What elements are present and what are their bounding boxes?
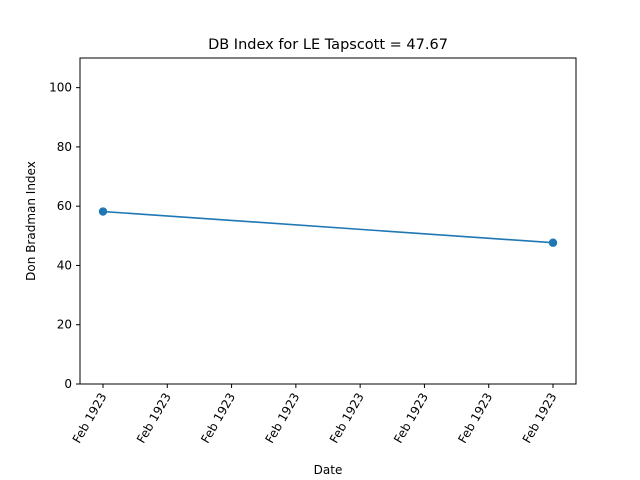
x-tick-label: Feb 1923 (520, 391, 560, 446)
x-tick-label: Feb 1923 (134, 391, 174, 446)
x-tick-label: Feb 1923 (391, 391, 431, 446)
data-point (98, 207, 108, 216)
y-tick-label: 0 (64, 377, 72, 391)
y-tick-label: 40 (57, 258, 72, 272)
y-tick-label: 60 (57, 199, 72, 213)
data-point (548, 238, 558, 247)
x-tick-label: Feb 1923 (455, 391, 495, 446)
plot-area: 0 20 40 60 80 100 Feb 1923 Feb 1923 Feb 1923 Feb … (49, 57, 577, 446)
x-tick-label: Feb 1923 (70, 391, 110, 446)
chart-title: DB Index for LE Tapscott = 47.67 (208, 37, 448, 53)
series-line (102, 210, 554, 244)
y-axis-label: Don Bradman Index (24, 161, 38, 281)
x-tick-label: Feb 1923 (327, 391, 367, 446)
y-tick-label: 80 (57, 140, 72, 154)
x-tick-label: Feb 1923 (263, 391, 303, 446)
x-tick-label: Feb 1923 (198, 391, 238, 446)
plot-frame (79, 57, 577, 385)
y-tick-label: 100 (49, 81, 72, 95)
x-axis-label: Date (314, 463, 343, 477)
y-tick-label: 20 (57, 318, 72, 332)
